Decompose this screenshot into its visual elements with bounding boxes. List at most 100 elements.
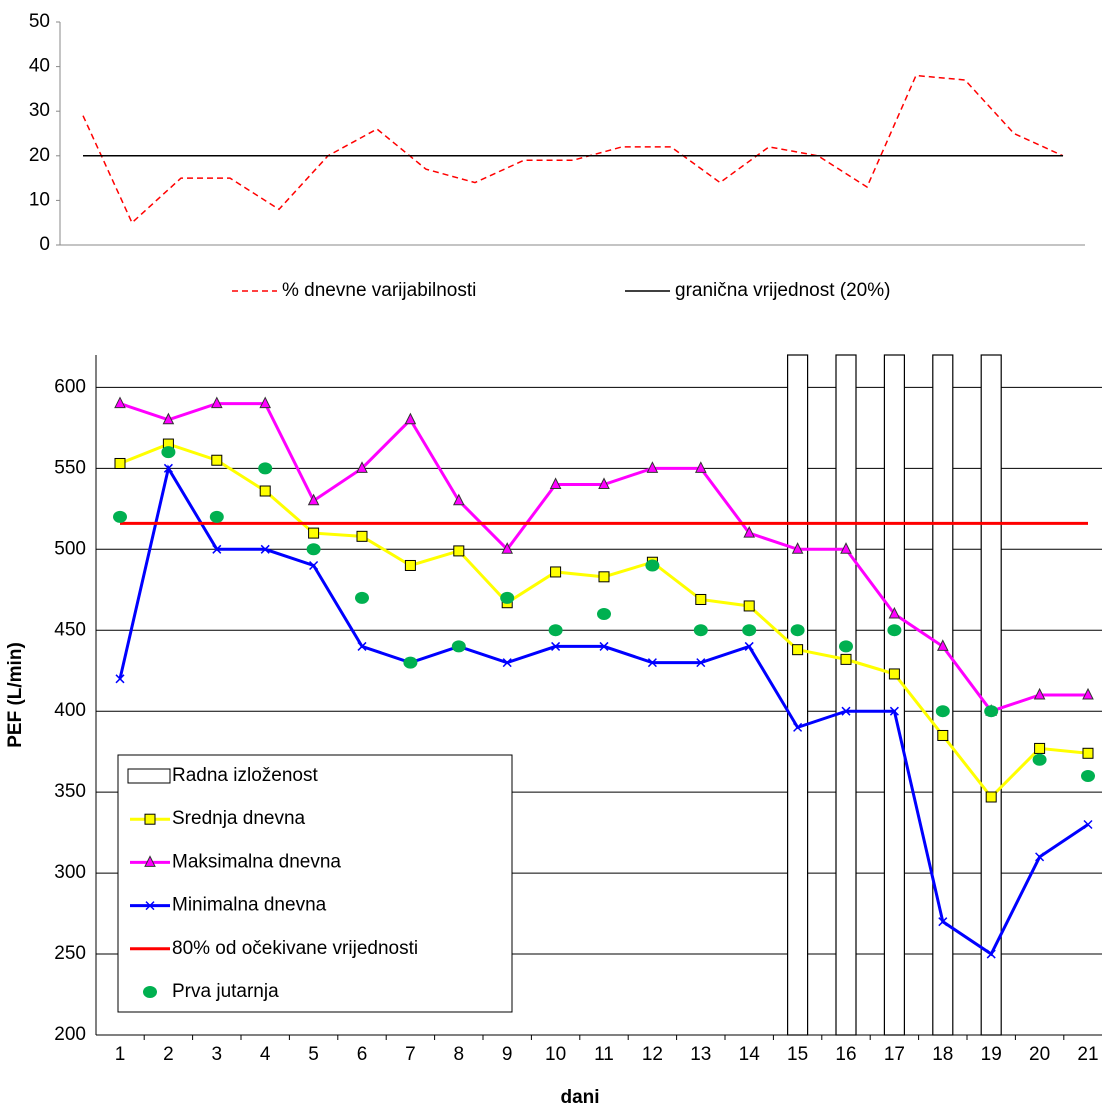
marker [598,571,610,583]
legend-label: Prva jutarnja [172,981,279,1002]
marker [259,485,271,497]
marker [356,530,368,542]
x-tick-label: 5 [308,1044,319,1065]
x-tick-label: 15 [787,1044,808,1065]
marker [1035,852,1045,862]
marker [259,396,272,409]
marker [888,668,900,680]
legend-symbol [127,768,171,784]
marker [210,396,223,409]
marker [144,813,156,825]
marker [888,606,901,619]
x-tick-label: 12 [642,1044,663,1065]
marker [403,656,418,669]
y-tick-label: 300 [54,862,86,883]
marker [500,591,515,604]
marker [742,624,757,637]
y-tick-label: 10 [29,189,50,210]
x-tick-label: 10 [545,1044,566,1065]
marker [599,641,609,651]
marker [115,674,125,684]
marker [161,446,176,459]
marker [1082,687,1094,700]
legend-box [117,754,513,1013]
marker [209,510,224,523]
marker [258,462,273,475]
marker [696,658,706,668]
y-tick-label: 250 [54,943,86,964]
marker [790,624,805,637]
marker [986,949,996,959]
marker [841,706,851,716]
x-tick-label: 2 [163,1044,174,1065]
marker [114,396,126,409]
x-tick-label: 21 [1077,1044,1098,1065]
marker [1083,819,1093,830]
marker [840,653,852,665]
x-tick-label: 19 [981,1044,1002,1065]
marker [744,641,754,651]
bar [835,354,857,1036]
marker [693,624,708,637]
marker [551,641,561,651]
marker [143,986,157,998]
marker [646,461,659,473]
marker [550,566,562,578]
marker [114,457,126,469]
bar [786,354,809,1036]
marker [1082,747,1094,759]
x-tick-label: 8 [454,1044,465,1065]
marker [791,542,804,554]
x-axis-label: dani [560,1087,599,1108]
marker [163,463,173,473]
x-tick-label: 18 [932,1044,953,1065]
marker [548,624,563,637]
marker [1081,769,1095,782]
marker [598,477,610,490]
marker [501,542,514,554]
legend-label: Radna izloženost [172,765,318,786]
legend-label: Srednja dnevna [172,808,306,829]
x-tick-label: 11 [594,1044,614,1065]
y-tick-label: 30 [29,100,50,121]
marker [935,705,950,718]
marker [404,412,417,425]
bar [883,354,906,1036]
y-tick-label: 200 [54,1024,86,1045]
marker [936,639,949,651]
y-tick-label: 50 [29,11,50,32]
y-tick-label: 350 [54,781,86,802]
marker [308,527,320,539]
y-tick-label: 500 [54,538,86,559]
marker [306,543,321,556]
y-tick-label: 0 [39,234,50,255]
x-tick-label: 7 [405,1044,416,1065]
marker [145,901,155,911]
marker [260,544,270,554]
marker [645,559,660,572]
x-tick-label: 3 [212,1044,223,1065]
marker [356,461,368,473]
legend-label: 80% od očekivane vrijednosti [172,938,418,959]
marker [743,525,756,538]
marker [597,608,611,621]
legend-label: Minimalna dnevna [172,895,327,916]
marker [452,493,465,506]
marker [743,600,755,612]
marker [502,658,512,668]
marker [307,493,320,506]
y-tick-label: 40 [29,56,50,77]
marker [211,454,223,466]
bar [932,354,954,1036]
marker [144,855,156,867]
marker [792,644,804,656]
series-line [82,74,1064,224]
marker [113,510,127,523]
marker [887,624,902,637]
marker [793,722,803,732]
marker [984,705,999,718]
marker [937,729,949,741]
marker [451,640,466,653]
marker [309,560,319,571]
